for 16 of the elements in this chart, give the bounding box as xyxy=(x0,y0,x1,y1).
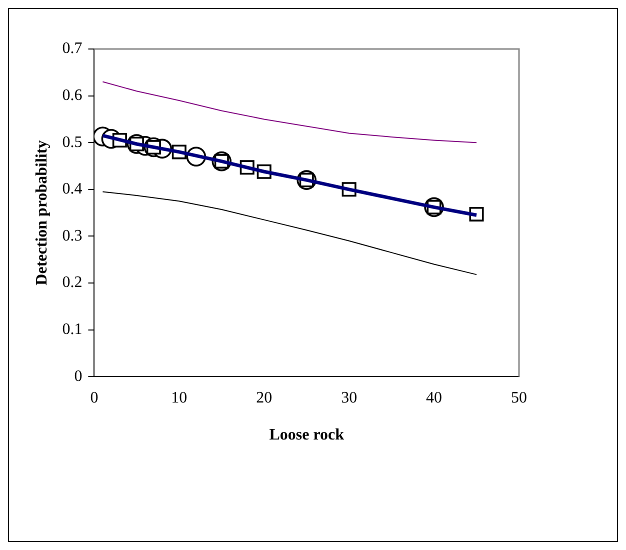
x-tick-label: 40 xyxy=(426,389,442,406)
y-tick-label: 0.6 xyxy=(62,87,82,104)
y-tick-label: 0.5 xyxy=(62,134,82,151)
x-tick-label: 30 xyxy=(341,389,358,406)
y-tick-label: 0.1 xyxy=(62,321,82,338)
x-axis-title: Loose rock xyxy=(269,426,344,444)
y-tick-label: 0 xyxy=(74,368,82,385)
x-tick-label: 0 xyxy=(90,389,98,406)
x-tick-label: 20 xyxy=(256,389,272,406)
y-axis-title: Detection probability xyxy=(34,140,51,286)
y-tick-label: 0.3 xyxy=(62,227,82,244)
y-tick-label: 0.4 xyxy=(62,180,82,198)
x-tick-label: 10 xyxy=(171,389,188,406)
y-tick-label: 0.2 xyxy=(62,274,82,292)
y-tick-label: 0.7 xyxy=(62,40,82,58)
x-tick-label: 50 xyxy=(511,389,527,406)
